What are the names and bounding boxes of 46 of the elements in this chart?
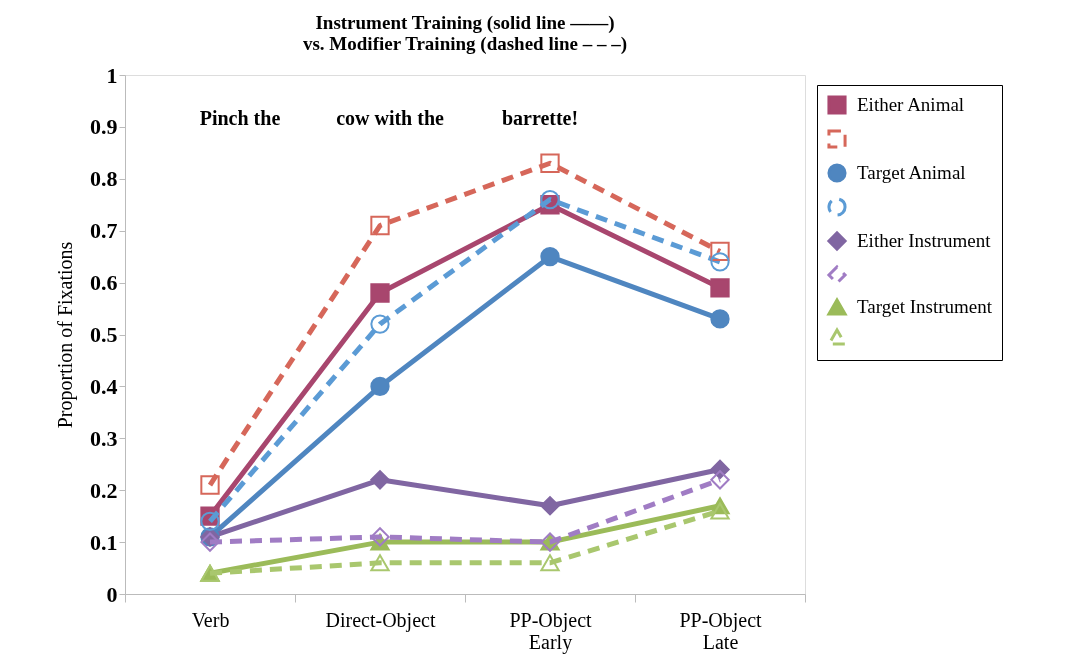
x-tick-label: Verb	[191, 608, 230, 631]
y-tick-label: 0.1	[90, 529, 118, 555]
point	[370, 215, 390, 236]
x-tick-label: Direct-Object	[325, 608, 436, 632]
y-tick-label: 0.2	[90, 477, 118, 503]
point	[540, 247, 560, 267]
point	[200, 532, 220, 552]
point	[540, 153, 560, 173]
point	[540, 496, 560, 516]
y-axis-title: Proportion of Fixations	[54, 241, 77, 429]
point	[370, 314, 390, 334]
text: Instrument Training (solid line ——)	[315, 12, 615, 33]
annotation: barrette!	[501, 107, 579, 129]
point	[540, 189, 560, 210]
point	[200, 475, 220, 495]
point	[200, 511, 220, 531]
y-tick-label: 0.3	[90, 425, 118, 451]
point	[370, 376, 390, 397]
point	[710, 241, 730, 262]
y-tick-label: 0.8	[90, 166, 118, 192]
point	[370, 470, 390, 490]
y-tick-label: 0	[106, 581, 118, 607]
legend-label: Target Instrument	[857, 296, 993, 317]
point	[710, 470, 730, 490]
y-tick-label: 0.7	[90, 218, 118, 244]
point	[370, 283, 390, 303]
x-tick-label: PP-Object Late	[679, 608, 763, 653]
y-tick-label: 0.5	[90, 322, 118, 347]
y-tick-label: 0.6	[90, 270, 118, 296]
point	[710, 502, 730, 520]
legend-label: Either Instrument	[857, 230, 992, 251]
point	[710, 309, 730, 329]
point	[370, 527, 390, 547]
legend-label: Target Animal	[857, 162, 966, 183]
point	[710, 252, 730, 272]
point	[540, 554, 560, 572]
x-tick-label: PP-Object Early	[509, 608, 593, 654]
y-tick-label: 1	[106, 62, 118, 88]
point	[710, 278, 730, 298]
point	[370, 554, 390, 572]
annotation: Pinch the	[199, 107, 281, 129]
legend-label: Either Animal	[857, 94, 965, 115]
y-tick-label: 0.4	[90, 373, 118, 399]
annotation: cow with the	[336, 107, 444, 129]
y-tick-label: 0.9	[90, 114, 118, 140]
text: vs. Modifier Training (dashed line – – –)	[302, 33, 628, 54]
